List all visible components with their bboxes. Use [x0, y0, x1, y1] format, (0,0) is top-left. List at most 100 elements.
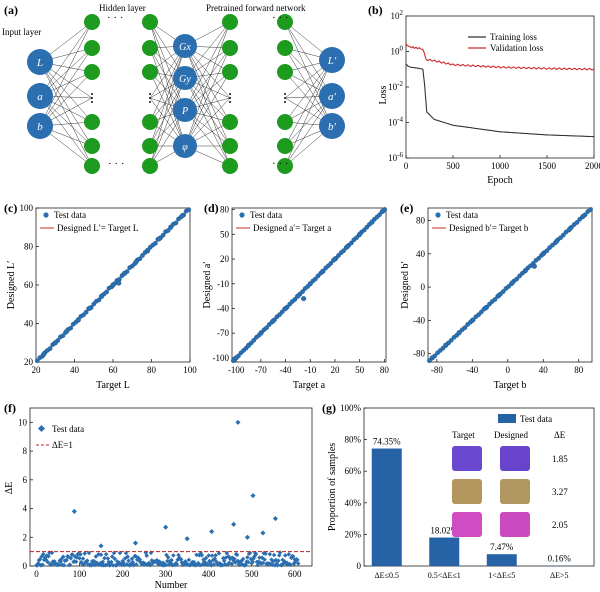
- f-ylabel: ΔE: [4, 482, 15, 495]
- e-xlabel: Target b: [494, 380, 527, 391]
- loss-ytick-label: 10-2: [388, 80, 403, 92]
- c-test-point: [110, 282, 116, 288]
- f-test-point: [267, 551, 273, 557]
- edge: [184, 77, 231, 147]
- d-test-point: [369, 219, 375, 225]
- f-xtick-label: 100: [73, 569, 87, 579]
- e-test-point: [429, 355, 435, 361]
- e-ytick-label: 0: [421, 282, 426, 292]
- c-test-point: [83, 309, 89, 315]
- e-test-point: [478, 309, 484, 315]
- e-test-point: [522, 267, 529, 273]
- f-outlier-point: [235, 419, 241, 425]
- input-layer-label: Input layer: [2, 27, 41, 37]
- e-test-point: [496, 292, 502, 298]
- c-ytick-label: 40: [24, 319, 34, 329]
- c-test-point: [133, 259, 139, 265]
- input-node-b: [27, 113, 53, 139]
- g-bar-2: [486, 554, 517, 566]
- network-nodes: La b Gx Gy Pφ L′ a′ b′: [27, 14, 345, 174]
- inset-de-value: 2.05: [552, 520, 568, 530]
- g-bar-value-label: 0.16%: [548, 554, 572, 564]
- f-test-point: [283, 553, 288, 558]
- f-test-point: [255, 562, 261, 568]
- f-test-point: [262, 557, 267, 562]
- input-node-label: b: [37, 121, 43, 133]
- f-test-point: [253, 551, 259, 557]
- d-test-point: [270, 318, 276, 324]
- f-xtick-label: 0: [34, 569, 39, 579]
- g-ticks: 0 20% 40% 60% 80% 100%: [340, 403, 367, 571]
- e-test-point: [588, 207, 593, 212]
- c-test-point: [179, 213, 185, 219]
- hidden-node: [222, 40, 238, 56]
- f-ytick-label: 4: [23, 504, 28, 514]
- panel-label-b: (b): [368, 3, 383, 17]
- d-legend-marker: [239, 212, 245, 218]
- output-node: [319, 47, 345, 73]
- training-loss-line: [405, 63, 594, 138]
- validation-loss-line: [405, 42, 595, 71]
- d-xtick-label: 20: [330, 365, 340, 375]
- g-legend-marker: [498, 414, 516, 423]
- d-xtick-label: -40: [280, 365, 292, 375]
- vertical-ellipsis-dot: [229, 101, 231, 103]
- vertical-ellipsis-dot: [149, 101, 151, 103]
- hidden-node: [84, 40, 100, 56]
- inset-target-header: Target: [452, 430, 475, 440]
- input-node-a: [27, 83, 53, 109]
- d-test-point: [320, 268, 326, 274]
- c-test-point: [87, 305, 93, 311]
- e-ylabel: Designed b′: [400, 261, 411, 308]
- e-test-point: [560, 232, 566, 238]
- edge: [39, 61, 93, 147]
- e-ytick-label: -40: [413, 315, 425, 325]
- e-xtick-label: 40: [539, 365, 549, 375]
- hidden-node: [84, 14, 100, 30]
- d-xtick-label: -100: [228, 365, 245, 375]
- f-xtick-label: 200: [116, 569, 130, 579]
- f-legend-marker: [37, 424, 46, 433]
- g-axes-frame: [363, 407, 595, 567]
- edge: [39, 61, 93, 123]
- e-ticks: -80 -40 0 40 80 -80 -40 0 40 80: [413, 215, 584, 375]
- g-category-label: 1<ΔE≤5: [488, 571, 515, 580]
- f-xlabel: Number: [155, 580, 188, 591]
- vertical-ellipsis-dot: [149, 97, 151, 99]
- c-test-point: [75, 317, 81, 323]
- g-category-label: 0.5<ΔE≤1: [428, 571, 461, 580]
- edge: [184, 71, 231, 147]
- f-outlier-point: [209, 528, 215, 535]
- hidden-node: [222, 158, 238, 174]
- g-bar-0: [371, 448, 402, 566]
- e-ytick-label: -80: [413, 349, 425, 359]
- d-xtick-label: -70: [255, 365, 267, 375]
- loss-ticks: 0 500 1000 1500 2000 102 100 10-2 10-4 10-6: [388, 9, 600, 171]
- c-xtick-label: 40: [70, 365, 80, 375]
- hidden-node: [222, 138, 238, 154]
- d-test-point: [258, 330, 264, 336]
- edge: [39, 47, 93, 127]
- c-ylabel: Designed L′: [6, 261, 17, 310]
- loss-xtick-label: 0: [404, 161, 409, 171]
- f-test-point: [257, 555, 262, 560]
- c-test-point: [165, 228, 171, 233]
- c-test-point: [173, 220, 179, 226]
- d-test-point: [341, 248, 346, 254]
- f-test-point: [295, 557, 300, 563]
- f-test-point: [103, 552, 109, 557]
- g-ytick-label: 0: [357, 561, 362, 571]
- f-test-point: [105, 556, 111, 561]
- f-test-point: [288, 562, 293, 568]
- legend-validation-label: Validation loss: [490, 43, 544, 53]
- edge: [149, 21, 186, 111]
- c-ytick-label: 80: [24, 242, 34, 252]
- e-test-point: [544, 248, 550, 254]
- g-ytick-label: 80%: [345, 435, 362, 445]
- edge: [39, 21, 93, 127]
- f-xtick-label: 500: [245, 569, 259, 579]
- inset-target-swatch: [452, 446, 482, 471]
- legend-training-label: Training loss: [490, 32, 537, 42]
- vertical-ellipsis-dot: [284, 97, 286, 99]
- parameter-node-label: Gy: [179, 74, 191, 85]
